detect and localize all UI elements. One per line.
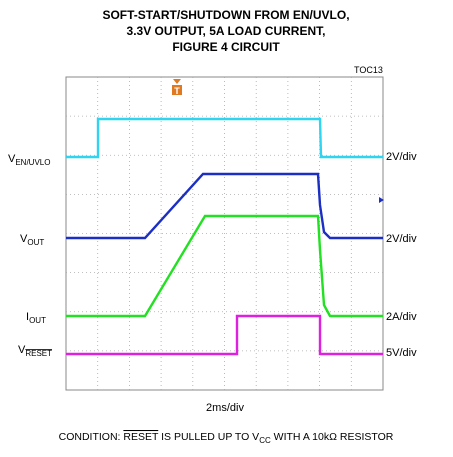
title-line: FIGURE 4 CIRCUIT: [172, 40, 280, 54]
grid: [66, 77, 383, 390]
title-line: 3.3V OUTPUT, 5A LOAD CURRENT,: [127, 24, 326, 38]
trigger-arrow: [173, 79, 181, 84]
label-sub: OUT: [29, 316, 46, 325]
marker: [379, 197, 384, 203]
scale-label: 2V/div: [386, 233, 417, 245]
label-main: V: [20, 233, 28, 245]
time-scale: 2ms/div: [206, 402, 244, 414]
trigger-marker: [172, 85, 182, 95]
scale-label: 2A/div: [386, 311, 417, 323]
condition-text: IS PULLED UP TO V: [158, 431, 259, 443]
condition-sub: CC: [259, 436, 271, 445]
label-sub: EN/UVLO: [15, 158, 50, 167]
trace-label: IOUT: [26, 311, 46, 325]
trace-en-uvlo: [66, 117, 383, 159]
trace-label: VRESET: [18, 344, 52, 358]
scale-label: 2V/div: [386, 151, 417, 163]
trace-label: VEN/UVLO: [8, 153, 50, 167]
trace-reset: [66, 314, 383, 356]
condition-text: CONDITION:: [59, 431, 124, 443]
condition-note: CONDITION: RESET IS PULLED UP TO VCC WIT…: [59, 431, 394, 445]
scale-label: 5V/div: [386, 347, 417, 359]
title-line: SOFT-START/SHUTDOWN FROM EN/UVLO,: [102, 8, 349, 22]
plot-area: T: [65, 76, 384, 391]
label-main: V: [8, 153, 16, 165]
label-sub: RESET: [25, 349, 52, 358]
condition-text: WITH A 10kΩ RESISTOR: [271, 431, 394, 443]
trace-label: VOUT: [20, 233, 44, 247]
label-sub: OUT: [27, 238, 44, 247]
label-main: V: [18, 344, 26, 356]
condition-signal: RESET: [123, 431, 159, 443]
trace-iout: [66, 214, 383, 318]
label-main: I: [26, 311, 29, 323]
figure-id: TOC13: [354, 65, 383, 75]
trace-vout: [66, 172, 383, 240]
trigger-label: T: [174, 86, 180, 96]
